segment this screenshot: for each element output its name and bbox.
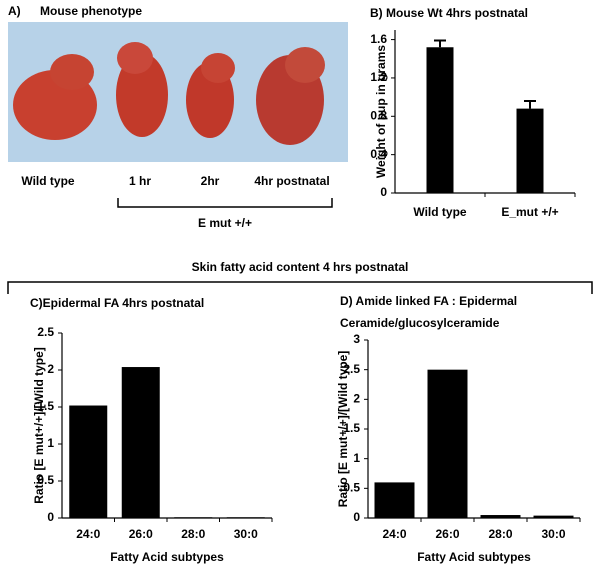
- bar: [121, 367, 160, 518]
- x-tick-label: 26:0: [129, 527, 153, 541]
- y-tick-label: 0.5: [37, 473, 54, 487]
- y-tick-label: 0: [47, 510, 54, 524]
- bar: [374, 482, 415, 518]
- y-tick-label: 1: [353, 451, 360, 465]
- bar: [226, 517, 265, 518]
- photo-label: 2hr: [201, 174, 220, 188]
- y-tick-label: 2: [353, 392, 360, 406]
- error-bar: [524, 99, 536, 109]
- y-axis-label: Weight of pup in grams: [374, 45, 388, 178]
- photo-label: 4hr postnatal: [254, 174, 329, 188]
- x-tick-label: 28:0: [488, 527, 512, 541]
- bar: [516, 108, 544, 193]
- bar: [427, 369, 468, 518]
- bracket: [117, 198, 333, 208]
- y-tick-label: 1.5: [343, 421, 360, 435]
- panel-label: A): [8, 4, 21, 18]
- x-tick-label: 30:0: [234, 527, 258, 541]
- error-bar: [434, 39, 446, 48]
- y-axis-label: Ratio [E mut+/+]/[Wild type]: [32, 347, 46, 504]
- y-tick-label: 0: [353, 510, 360, 524]
- y-tick-label: 1.5: [37, 399, 54, 413]
- x-tick-label: 24:0: [382, 527, 406, 541]
- y-axis-label: Ratio [E mut+/+]/[Wild type]: [336, 351, 350, 508]
- y-tick-label: 2.5: [37, 325, 54, 339]
- x-tick-label: Wild type: [413, 205, 467, 219]
- y-tick-label: 1.6: [370, 32, 387, 46]
- bar: [69, 405, 108, 518]
- x-axis-label: Fatty Acid subtypes: [110, 550, 224, 564]
- x-tick-label: 26:0: [435, 527, 459, 541]
- y-tick-label: 0.8: [370, 108, 387, 122]
- chart-title: C)Epidermal FA 4hrs postnatal: [30, 296, 205, 310]
- x-axis-label: Fatty Acid subtypes: [417, 550, 531, 564]
- y-tick-label: 0: [380, 185, 387, 199]
- chart-title: B) Mouse Wt 4hrs postnatal: [370, 6, 529, 20]
- photo-label: Wild type: [21, 174, 75, 188]
- y-tick-label: 0.5: [343, 481, 360, 495]
- y-tick-label: 1.2: [370, 70, 387, 84]
- bar: [533, 515, 574, 518]
- section-title: Skin fatty acid content 4 hrs postnatal: [192, 260, 409, 274]
- mice-photo: [13, 42, 325, 145]
- x-tick-label: 24:0: [76, 527, 100, 541]
- y-tick-label: 2: [47, 362, 54, 376]
- photo-label: 1 hr: [129, 174, 151, 188]
- y-tick-label: 2.5: [343, 362, 360, 376]
- x-tick-label: E_mut +/+: [501, 205, 558, 219]
- bar: [426, 47, 454, 194]
- bar: [174, 517, 213, 518]
- panel-title: Mouse phenotype: [40, 4, 142, 18]
- chart-title: D) Amide linked FA : Epidermal Ceramide/…: [340, 294, 518, 330]
- y-tick-label: 1: [47, 436, 54, 450]
- y-tick-label: 3: [353, 332, 360, 346]
- group-label: E mut +/+: [198, 216, 252, 230]
- bar: [480, 515, 521, 518]
- x-tick-label: 30:0: [541, 527, 565, 541]
- x-tick-label: 28:0: [181, 527, 205, 541]
- y-tick-label: 0.4: [370, 147, 387, 161]
- bracket: [7, 281, 593, 294]
